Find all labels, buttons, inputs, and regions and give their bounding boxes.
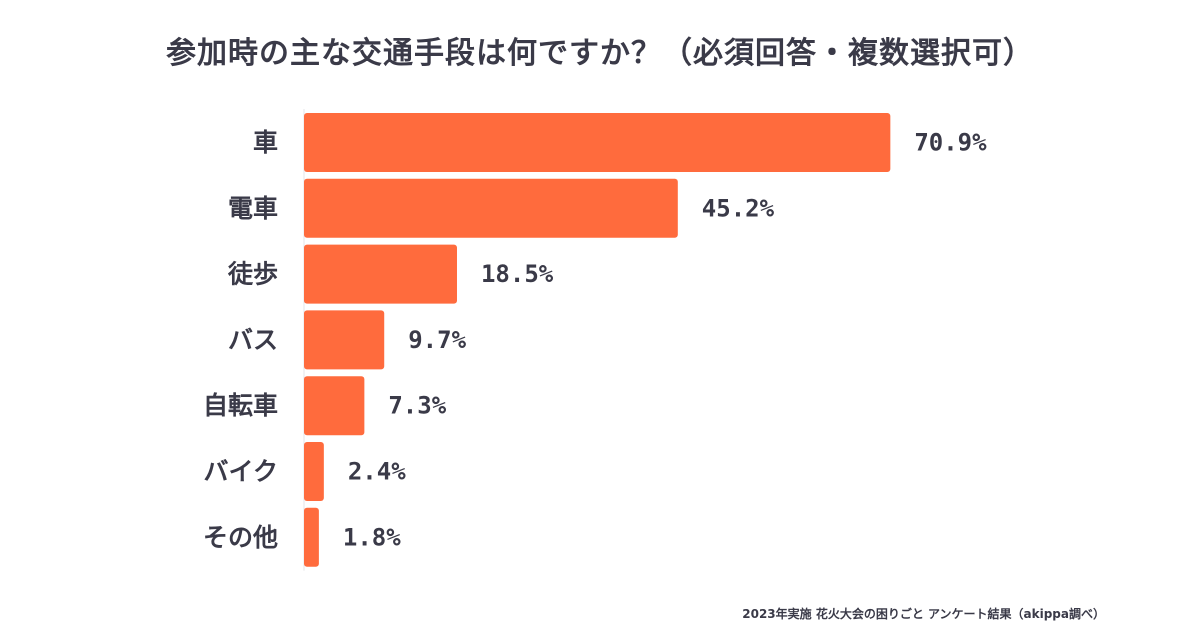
bar-4 xyxy=(304,310,385,370)
bar-6 xyxy=(304,442,324,501)
category-label: その他 xyxy=(203,523,278,552)
category-label: 電車 xyxy=(228,194,278,223)
bar-5 xyxy=(304,376,365,436)
value-label: 2.4% xyxy=(348,458,406,486)
bar-1 xyxy=(304,113,891,172)
bar-3 xyxy=(304,244,457,304)
value-label: 45.2% xyxy=(702,194,775,222)
bar-2 xyxy=(304,178,678,238)
category-label: 車 xyxy=(253,128,278,157)
category-label: 自転車 xyxy=(203,391,278,420)
bar-7 xyxy=(304,507,319,567)
category-label: バイク xyxy=(203,457,278,486)
value-label: 9.7% xyxy=(408,326,466,354)
value-label: 7.3% xyxy=(388,392,446,420)
value-label: 1.8% xyxy=(343,523,401,551)
value-label: 70.9% xyxy=(914,129,987,157)
source-note: 2023年実施 花火大会の困りごと アンケート結果（akippa調べ） xyxy=(742,607,1105,621)
chart-title: 参加時の主な交通手段は何ですか？（必須回答・複数選択可） xyxy=(166,36,1034,71)
value-label: 18.5% xyxy=(481,260,554,288)
category-label: バス xyxy=(228,325,278,354)
category-label: 徒歩 xyxy=(227,260,278,289)
